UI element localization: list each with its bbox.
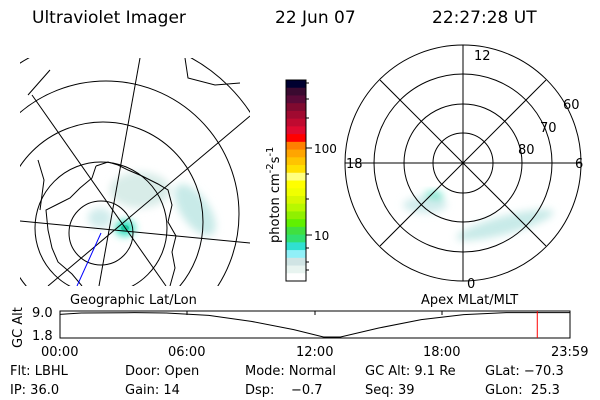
colorbar-tick-10: 10: [314, 229, 329, 243]
colorbar: [286, 80, 306, 282]
ytick-9: 9.0: [32, 306, 53, 321]
colorbar-band: [286, 110, 306, 120]
geographic-map: [20, 58, 250, 286]
colorbar-unit-sup1: -2: [265, 163, 276, 173]
latitude-circle: [68, 200, 134, 266]
colorbar-band: [286, 211, 306, 220]
colorbar-frame: [285, 79, 307, 282]
gc-alt-line: [59, 312, 570, 338]
meridian-line: [98, 58, 141, 286]
xtick-0: 00:00: [41, 345, 79, 360]
seq-info: Seq: 39: [365, 383, 415, 398]
mlt-label-0: 0: [467, 277, 476, 292]
coastline: [27, 58, 241, 211]
mlt-line-diag: [379, 79, 547, 247]
lat-label-80: 80: [518, 143, 535, 158]
colorbar-band: [286, 126, 306, 135]
time-label: 22:27:28 UT: [432, 8, 537, 28]
door-info: Door: Open: [125, 364, 200, 379]
colorbar-band: [286, 134, 306, 143]
satellite-track: [76, 232, 102, 286]
apex-label: Apex MLat/MLT: [421, 293, 519, 308]
colorbar-band: [286, 172, 306, 181]
colorbar-band: [286, 203, 306, 212]
polar-map: [344, 44, 582, 282]
colorbar-band: [286, 141, 306, 151]
colorbar-band: [286, 165, 306, 174]
xtick-3: 18:00: [423, 345, 461, 360]
glat-info: GLat: −70.3: [485, 364, 564, 379]
timeline-ticks: [186, 311, 443, 315]
colorbar-band: [286, 180, 306, 189]
colorbar-band: [286, 234, 306, 243]
xtick-1: 06:00: [168, 345, 206, 360]
colorbar-band: [286, 95, 306, 104]
instrument-title: Ultraviolet Imager: [32, 8, 186, 28]
colorbar-unit-sup2: -1: [265, 147, 276, 157]
colorbar-band: [286, 87, 306, 96]
colorbar-unit-label: photon cm-2s-1: [265, 147, 283, 243]
colorbar-band: [286, 265, 306, 274]
colorbar-tick-100: 100: [314, 142, 337, 156]
meridian-line: [47, 115, 250, 286]
colorbar-band: [286, 257, 306, 267]
colorbar-band: [286, 103, 306, 112]
gain-info: Gain: 14: [125, 383, 180, 398]
mlt-label-6: 6: [575, 157, 584, 172]
colorbar-band: [286, 188, 306, 197]
latitude-circle: [20, 80, 240, 286]
mlt-label-18: 18: [346, 157, 363, 172]
ip-info: IP: 36.0: [10, 383, 60, 398]
colorbar-band: [286, 219, 306, 228]
colorbar-unit-text: photon cm: [268, 173, 283, 243]
colorbar-band: [286, 118, 306, 127]
timeline-frame: [59, 310, 571, 339]
latitude-circle: [20, 121, 204, 286]
colorbar-band: [286, 157, 306, 166]
mode-info: Mode: Normal: [245, 364, 336, 379]
colorbar-band: [286, 273, 306, 282]
colorbar-unit-mid: s: [268, 156, 283, 163]
geographic-label: Geographic Lat/Lon: [70, 293, 197, 308]
filter-info: Flt: LBHL: [10, 364, 68, 379]
dsp-info: Dsp: −0.7: [245, 383, 323, 398]
meridian-line: [31, 94, 167, 286]
date-label: 22 Jun 07: [275, 8, 356, 28]
colorbar-ticks: [306, 82, 312, 271]
colorbar-band: [286, 195, 306, 205]
aurora-emission: [403, 192, 554, 241]
xtick-4: 23:59: [551, 345, 589, 360]
lat-label-70: 70: [540, 121, 557, 136]
mlt-label-12: 12: [474, 49, 491, 64]
glon-info: GLon: 25.3: [485, 383, 560, 398]
latitude-circle: [34, 161, 168, 286]
colorbar-band: [286, 250, 306, 259]
aurora-emission: [88, 172, 216, 236]
colorbar-band: [286, 80, 306, 89]
meridian-line: [20, 220, 250, 244]
lat-label-60: 60: [563, 98, 580, 113]
coastline: [45, 161, 177, 286]
colorbar-band: [286, 242, 306, 251]
y-axis-label: GC Alt: [11, 307, 26, 348]
colorbar-band: [286, 226, 306, 236]
xtick-2: 12:00: [296, 345, 334, 360]
ytick-1-8: 1.8: [32, 329, 53, 344]
colorbar-band: [286, 149, 306, 158]
gc-alt-info: GC Alt: 9.1 Re: [365, 364, 456, 379]
